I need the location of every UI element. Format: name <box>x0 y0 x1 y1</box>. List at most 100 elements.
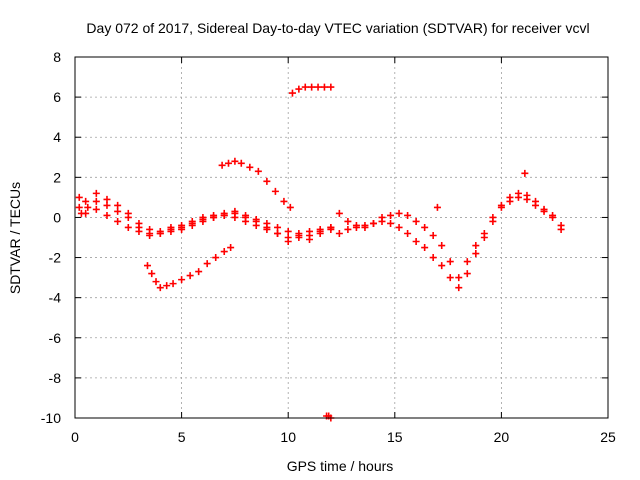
data-point <box>335 229 343 237</box>
x-tick-label: 10 <box>280 429 296 445</box>
data-point <box>463 258 471 266</box>
data-point <box>92 189 100 197</box>
data-point <box>280 197 288 205</box>
data-point <box>429 231 437 239</box>
data-point <box>352 221 360 229</box>
data-point <box>446 258 454 266</box>
data-point <box>77 209 85 217</box>
data-point <box>156 284 164 292</box>
data-point <box>446 274 454 282</box>
data-point <box>387 219 395 227</box>
data-point <box>301 83 309 91</box>
x-tick-label: 25 <box>600 429 616 445</box>
data-point <box>263 223 271 231</box>
data-point <box>246 163 254 171</box>
y-tick-label: 6 <box>53 89 61 105</box>
data-point <box>288 89 296 97</box>
data-point <box>146 231 154 239</box>
data-point <box>438 242 446 250</box>
data-point <box>404 229 412 237</box>
data-point <box>395 209 403 217</box>
axis-ticks: 0 5 10 15 20 25 -10 -8 -6 -4 -2 0 2 4 6 8 <box>41 49 616 445</box>
data-point <box>152 278 160 286</box>
chart-title: Day 072 of 2017, Sidereal Day-to-day VTE… <box>86 20 589 36</box>
data-point <box>114 207 122 215</box>
data-point <box>316 227 324 235</box>
data-point <box>103 211 111 219</box>
data-point <box>433 203 441 211</box>
data-point <box>199 215 207 223</box>
data-point <box>369 219 377 227</box>
data-point <box>274 229 282 237</box>
data-point <box>220 248 228 256</box>
x-tick-label: 20 <box>494 429 510 445</box>
data-point <box>220 211 228 219</box>
data-point <box>92 197 100 205</box>
data-point <box>263 177 271 185</box>
data-point <box>335 209 343 217</box>
data-point <box>114 201 122 209</box>
data-point <box>195 268 203 276</box>
data-point <box>344 217 352 225</box>
data-point <box>178 223 186 231</box>
data-point <box>314 83 322 91</box>
data-point <box>421 223 429 231</box>
data-point <box>506 197 514 205</box>
y-tick-label: -8 <box>49 370 62 386</box>
data-point <box>254 167 262 175</box>
data-point <box>218 161 226 169</box>
y-tick-label: 8 <box>53 49 61 65</box>
data-point <box>146 225 154 233</box>
data-point <box>252 217 260 225</box>
data-point <box>103 201 111 209</box>
data-point <box>455 274 463 282</box>
data-point <box>203 260 211 268</box>
data-point <box>361 223 369 231</box>
data-point <box>480 229 488 237</box>
y-tick-label: -10 <box>41 410 61 426</box>
plot-frame <box>74 56 609 419</box>
data-point <box>514 193 522 201</box>
data-point <box>532 201 540 209</box>
data-point <box>412 238 420 246</box>
data-point <box>167 225 175 233</box>
series-track-g <box>323 412 335 422</box>
x-tick-label: 5 <box>178 429 186 445</box>
data-point <box>148 270 156 278</box>
data-point <box>84 203 92 211</box>
data-point <box>210 213 218 221</box>
y-tick-label: 0 <box>53 209 61 225</box>
data-point <box>489 213 497 221</box>
y-tick-label: -4 <box>49 290 62 306</box>
data-point <box>225 159 233 167</box>
data-point <box>163 282 171 290</box>
data-point <box>286 203 294 211</box>
y-tick-label: -6 <box>49 330 62 346</box>
data-point <box>295 85 303 93</box>
data-point <box>284 227 292 235</box>
data-point <box>387 211 395 219</box>
data-point <box>421 244 429 252</box>
data-point <box>549 213 557 221</box>
series-track-e <box>218 157 294 211</box>
y-tick-label: -2 <box>49 250 62 266</box>
series-track-b <box>75 189 335 244</box>
data-point <box>231 209 239 217</box>
data-point <box>523 195 531 203</box>
data-point <box>92 205 100 213</box>
data-point <box>124 223 132 231</box>
series-track-i <box>335 193 565 282</box>
data-point <box>114 217 122 225</box>
data-point <box>103 195 111 203</box>
data-point <box>242 213 250 221</box>
x-tick-label: 15 <box>387 429 403 445</box>
data-point <box>212 254 220 262</box>
data-point <box>438 262 446 270</box>
data-point <box>178 276 186 284</box>
y-axis-label: SDTVAR / TECUs <box>7 182 23 294</box>
data-point <box>308 83 316 91</box>
data-point <box>497 203 505 211</box>
data-point <box>186 272 194 280</box>
data-point <box>521 169 529 177</box>
